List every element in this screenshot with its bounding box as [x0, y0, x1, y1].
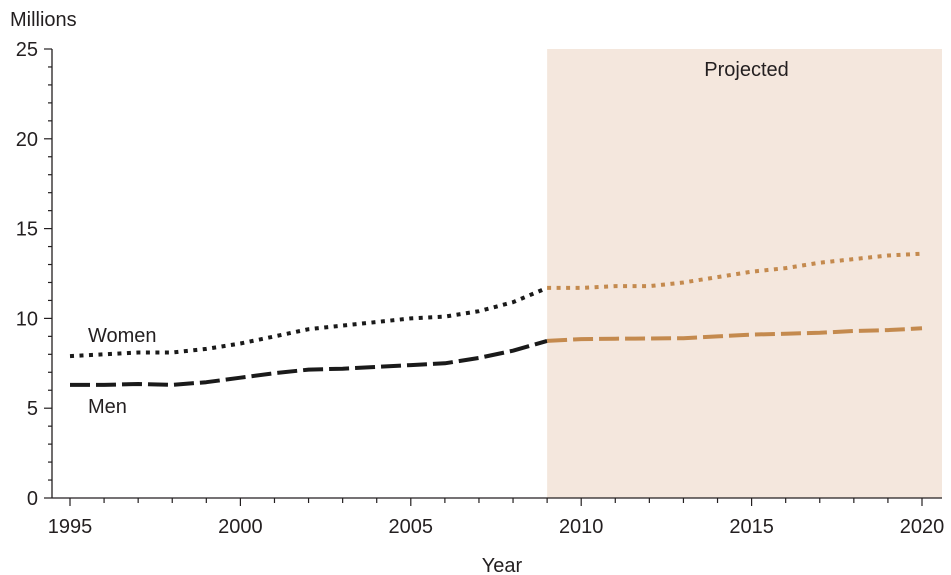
- series-line-men-projected: [546, 326, 923, 343]
- x-tick-label: 2010: [559, 516, 604, 538]
- y-axis-title: Millions: [10, 9, 77, 31]
- y-tick-label: 25: [16, 39, 38, 61]
- y-tick-label: 15: [16, 219, 38, 241]
- series-line-men-historical: [70, 338, 548, 387]
- x-tick-label: 2015: [729, 516, 774, 538]
- series-line-women-projected: [547, 251, 923, 290]
- series-layer: [69, 251, 923, 387]
- x-tick-label: 2020: [900, 516, 945, 538]
- x-tick-label: 1995: [48, 516, 93, 538]
- projected-region: [547, 49, 942, 498]
- x-tick-label: 2005: [389, 516, 434, 538]
- series-label-women: Women: [88, 325, 157, 347]
- x-tick-label: 2000: [218, 516, 263, 538]
- x-axis-title: Year: [482, 555, 523, 575]
- y-tick-label: 20: [16, 129, 38, 151]
- series-line-women-historical: [69, 286, 548, 359]
- y-tick-label: 10: [16, 308, 38, 330]
- y-axis: 0 5 10 15 20 25: [16, 39, 53, 510]
- projected-label: Projected: [704, 59, 789, 81]
- series-label-men: Men: [88, 396, 127, 418]
- x-axis: 1995 2000 2005 2010 2015 2020: [48, 497, 945, 538]
- y-tick-label: 0: [27, 488, 38, 510]
- y-tick-label: 5: [27, 398, 38, 420]
